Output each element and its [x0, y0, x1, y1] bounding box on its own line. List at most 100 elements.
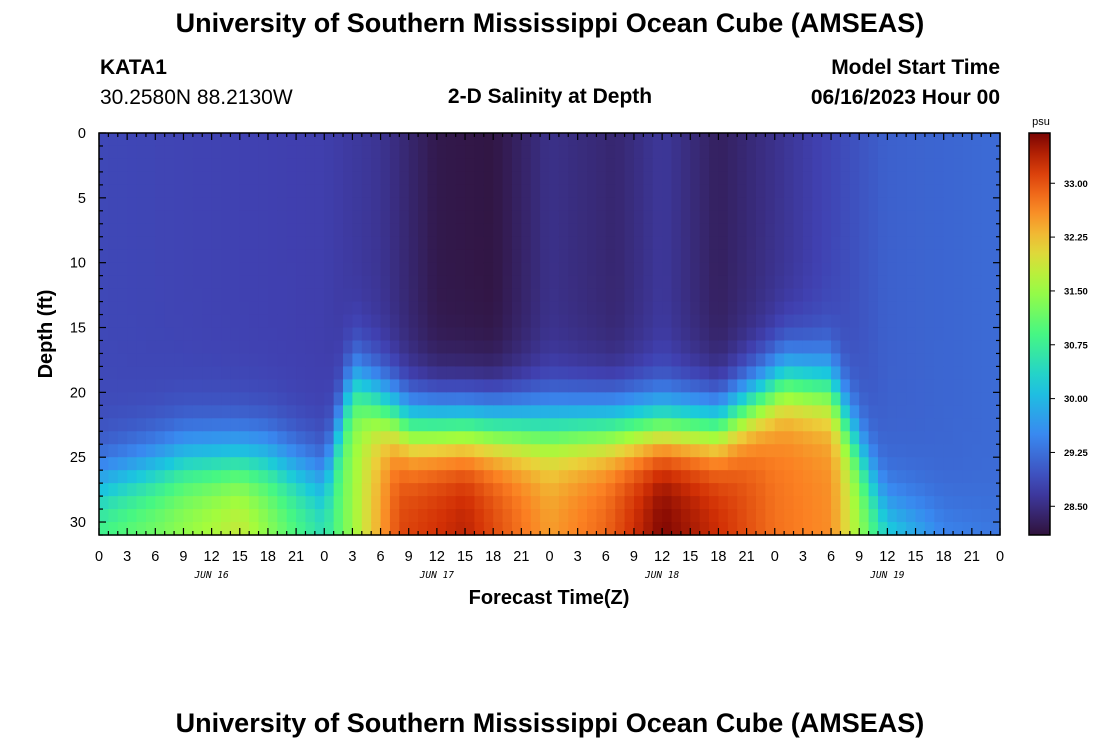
heatmap-cell [427, 249, 438, 264]
heatmap-cell [568, 275, 579, 290]
heatmap-cell [877, 262, 888, 277]
heatmap-cell [455, 158, 466, 173]
heatmap-cell [286, 340, 297, 355]
heatmap-cell [436, 483, 447, 497]
heatmap-cell [709, 418, 720, 432]
heatmap-cell [652, 314, 663, 329]
heatmap-cell [117, 223, 128, 238]
heatmap-cell [164, 379, 175, 393]
heatmap-cell [361, 457, 372, 471]
heatmap-cell [849, 327, 860, 342]
heatmap-cell [971, 366, 982, 380]
heatmap-cell [267, 457, 278, 471]
heatmap-cell [258, 184, 269, 199]
heatmap-cell [737, 197, 748, 212]
y-tick-label: 25 [70, 450, 86, 466]
heatmap-cell [249, 366, 260, 380]
heatmap-cell [389, 418, 400, 432]
heatmap-cell [521, 392, 532, 406]
heatmap-cell [690, 171, 701, 186]
heatmap-cell [202, 327, 213, 342]
heatmap-cell [277, 379, 288, 393]
heatmap-cell [192, 236, 203, 251]
heatmap-cell [164, 327, 175, 342]
heatmap-cell [915, 288, 926, 303]
heatmap-cell [99, 184, 109, 199]
heatmap-cell [859, 301, 870, 316]
heatmap-cell [887, 145, 898, 160]
heatmap-cell [587, 210, 598, 225]
heatmap-cell [953, 405, 964, 419]
heatmap-cell [859, 171, 870, 186]
heatmap-cell [258, 301, 269, 316]
heatmap-cell [239, 444, 250, 458]
heatmap-cell [727, 522, 738, 536]
heatmap-cell [596, 249, 607, 264]
heatmap-cell [202, 496, 213, 510]
heatmap-cell [568, 353, 579, 368]
heatmap-cell [774, 236, 785, 251]
heatmap-cell [446, 145, 457, 160]
heatmap-cell [943, 327, 954, 342]
heatmap-cell [418, 314, 429, 329]
heatmap-cell [239, 379, 250, 393]
heatmap-cell [108, 288, 119, 303]
heatmap-cell [568, 184, 579, 199]
heatmap-cell [990, 483, 1001, 497]
heatmap-cell [239, 249, 250, 264]
heatmap-cell [343, 353, 354, 368]
heatmap-cell [286, 275, 297, 290]
heatmap-cell [258, 509, 269, 523]
heatmap-cell [577, 133, 588, 147]
heatmap-cell [849, 496, 860, 510]
heatmap-cell [202, 133, 213, 147]
heatmap-cell [746, 340, 757, 355]
heatmap-cell [962, 496, 973, 510]
heatmap-cell [605, 145, 616, 160]
heatmap-cell [418, 483, 429, 497]
heatmap-cell [699, 223, 710, 238]
heatmap-cell [737, 171, 748, 186]
heatmap-cell [605, 340, 616, 355]
heatmap-cell [652, 418, 663, 432]
heatmap-cell [493, 210, 504, 225]
heatmap-cell [446, 366, 457, 380]
heatmap-cell [793, 483, 804, 497]
heatmap-cell [239, 392, 250, 406]
heatmap-cell [286, 405, 297, 419]
heatmap-cell [333, 197, 344, 212]
heatmap-cell [474, 522, 485, 536]
heatmap-cell [127, 210, 138, 225]
heatmap-cell [877, 353, 888, 368]
heatmap-cell [211, 483, 222, 497]
heatmap-cell [577, 223, 588, 238]
heatmap-cell [793, 444, 804, 458]
heatmap-cell [718, 275, 729, 290]
heatmap-cell [286, 223, 297, 238]
heatmap-cell [652, 223, 663, 238]
heatmap-cell [868, 353, 879, 368]
heatmap-cell [943, 197, 954, 212]
heatmap-cell [455, 379, 466, 393]
heatmap-cell [192, 171, 203, 186]
heatmap-cell [934, 327, 945, 342]
heatmap-cell [596, 314, 607, 329]
heatmap-cell [859, 353, 870, 368]
heatmap-cell [211, 496, 222, 510]
heatmap-cell [699, 509, 710, 523]
heatmap-cell [530, 236, 541, 251]
heatmap-cell [418, 301, 429, 316]
heatmap-cell [530, 509, 541, 523]
heatmap-cell [990, 171, 1001, 186]
heatmap-cell [877, 418, 888, 432]
heatmap-cell [596, 288, 607, 303]
heatmap-cell [746, 431, 757, 445]
heatmap-cell [558, 145, 569, 160]
heatmap-cell [314, 340, 325, 355]
heatmap-cell [267, 340, 278, 355]
heatmap-cell [286, 158, 297, 173]
heatmap-cell [352, 145, 363, 160]
heatmap-cell [652, 158, 663, 173]
heatmap-cell [605, 496, 616, 510]
heatmap-cell [981, 262, 992, 277]
